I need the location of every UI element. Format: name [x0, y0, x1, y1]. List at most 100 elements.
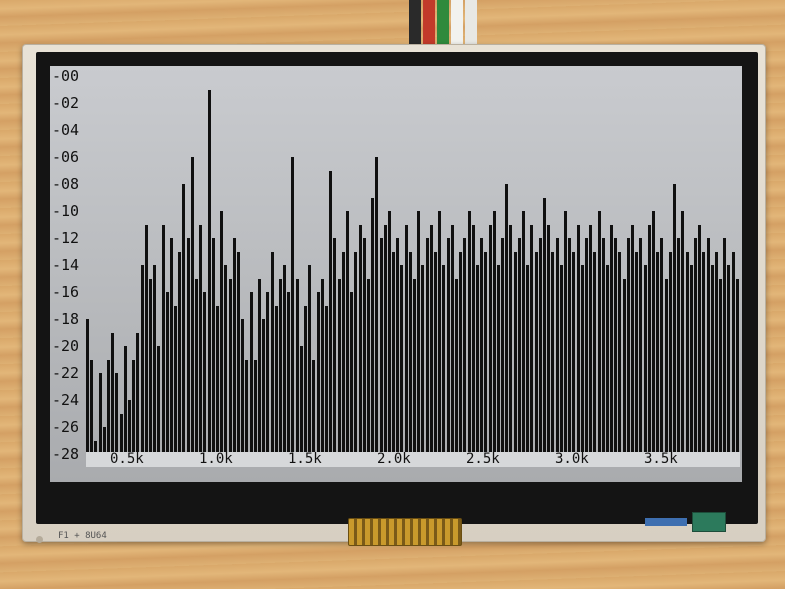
spectrum-bar: [488, 224, 492, 452]
spectrum-bar: [371, 197, 375, 452]
spectrum-bar: [236, 251, 240, 452]
spectrum-bar: [698, 224, 702, 452]
spectrum-bar: [350, 292, 354, 452]
x-tick-label: 1.5k: [288, 451, 322, 467]
spectrum-bar: [174, 305, 177, 452]
spectrum-bar: [434, 251, 437, 452]
spectrum-bar: [262, 319, 266, 452]
spectrum-bar: [664, 278, 668, 452]
spectrum-bar: [417, 211, 421, 452]
spectrum-bar: [132, 359, 136, 452]
spectrum-bar: [140, 265, 144, 452]
spectrum-bar: [681, 211, 685, 452]
spectrum-bar: [631, 224, 634, 452]
spectrum-bar: [278, 278, 282, 452]
spectrum-bar: [362, 238, 366, 452]
y-tick-label: -26: [52, 418, 80, 436]
spectrum-bar: [593, 251, 597, 452]
spectrum-bar: [90, 359, 94, 452]
spectrum-bar: [232, 238, 236, 452]
spectrum-bar: [555, 238, 559, 452]
y-tick-label: -08: [52, 175, 80, 193]
spectrum-bar: [98, 373, 102, 452]
spectrum-bar: [530, 224, 534, 452]
spectrum-bar: [534, 251, 538, 452]
spectrum-bar: [127, 400, 131, 452]
spectrum-bar: [496, 265, 500, 452]
spectrum-bar: [266, 292, 270, 452]
spectrum-bar: [216, 305, 219, 452]
spectrum-bar: [148, 278, 152, 452]
spectrum-bar: [471, 224, 475, 452]
spectrum-bar: [102, 427, 106, 452]
spectrum-bar: [446, 238, 450, 452]
spectrum-bar: [643, 265, 647, 452]
spectrum-bar: [601, 238, 605, 452]
spectrum-bar: [153, 265, 157, 452]
spectrum-bar: [144, 224, 148, 452]
spectrum-bar: [161, 224, 165, 452]
spectrum-bar: [559, 265, 563, 452]
y-tick-label: -02: [52, 94, 80, 112]
spectrum-bar: [325, 305, 328, 452]
x-tick-label: 2.0k: [377, 451, 411, 467]
spectrum-bar: [492, 211, 496, 452]
y-tick-label: -24: [52, 391, 80, 409]
y-tick-label: -12: [52, 229, 80, 247]
y-tick-label: -18: [52, 310, 80, 328]
spectrum-bar: [316, 292, 320, 452]
spectrum-bar: [165, 292, 169, 452]
spectrum-bar: [526, 265, 530, 452]
spectrum-bar: [660, 238, 664, 452]
spectrum-bar: [119, 413, 123, 452]
spectrum-bar: [220, 211, 224, 452]
spectrum-bar: [505, 184, 509, 452]
spectrum-bar: [329, 170, 333, 452]
x-tick-label: 2.5k: [466, 451, 500, 467]
y-tick-label: -20: [52, 337, 80, 355]
spectrum-bar: [400, 265, 404, 452]
spectrum-bar: [396, 238, 400, 452]
spectrum-bar: [513, 251, 517, 452]
spectrum-bar: [710, 265, 714, 452]
spectrum-bar: [723, 238, 727, 452]
spectrum-bar: [702, 251, 706, 452]
spectrum-bar: [195, 278, 198, 452]
spectrum-bar: [551, 251, 555, 452]
spectrum-bar: [207, 89, 211, 452]
spectrum-bar: [337, 278, 341, 452]
spectrum-bar: [475, 265, 479, 452]
spectrum-bar: [618, 251, 622, 452]
spectrum-bar: [228, 278, 232, 452]
spectrum-bar: [366, 278, 370, 452]
green-sticker: [692, 512, 726, 532]
spectrum-bar: [538, 238, 542, 452]
spectrum-bar: [438, 211, 442, 452]
spectrum-bar: [94, 440, 98, 452]
spectrum-bar: [647, 224, 651, 452]
spectrum-bar: [584, 238, 588, 452]
spectrum-bar: [257, 278, 261, 452]
spectrum-bar: [454, 278, 458, 452]
x-tick-label: 0.5k: [110, 451, 144, 467]
spectrum-bar: [635, 251, 639, 452]
spectrum-bar: [580, 265, 584, 452]
spectrum-bar: [299, 346, 303, 452]
spectrum-bar: [291, 157, 295, 452]
x-tick-label: 3.5k: [644, 451, 678, 467]
spectrum-bar: [719, 278, 722, 452]
mount-hole-left: [36, 536, 43, 543]
spectrum-bar: [605, 265, 609, 452]
spectrum-bar: [253, 359, 257, 452]
spectrum-bar: [287, 292, 291, 452]
spectrum-bar: [589, 224, 593, 452]
spectrum-bar: [249, 292, 253, 452]
spectrum-bar: [320, 278, 324, 452]
spectrum-bar: [652, 211, 655, 452]
spectrum-bar: [295, 278, 299, 452]
spectrum-bar: [480, 238, 484, 452]
spectrum-bar: [354, 251, 358, 452]
y-tick-label: -28: [52, 445, 80, 463]
spectrum-bar: [111, 332, 115, 452]
spectrum-bar: [211, 238, 215, 452]
